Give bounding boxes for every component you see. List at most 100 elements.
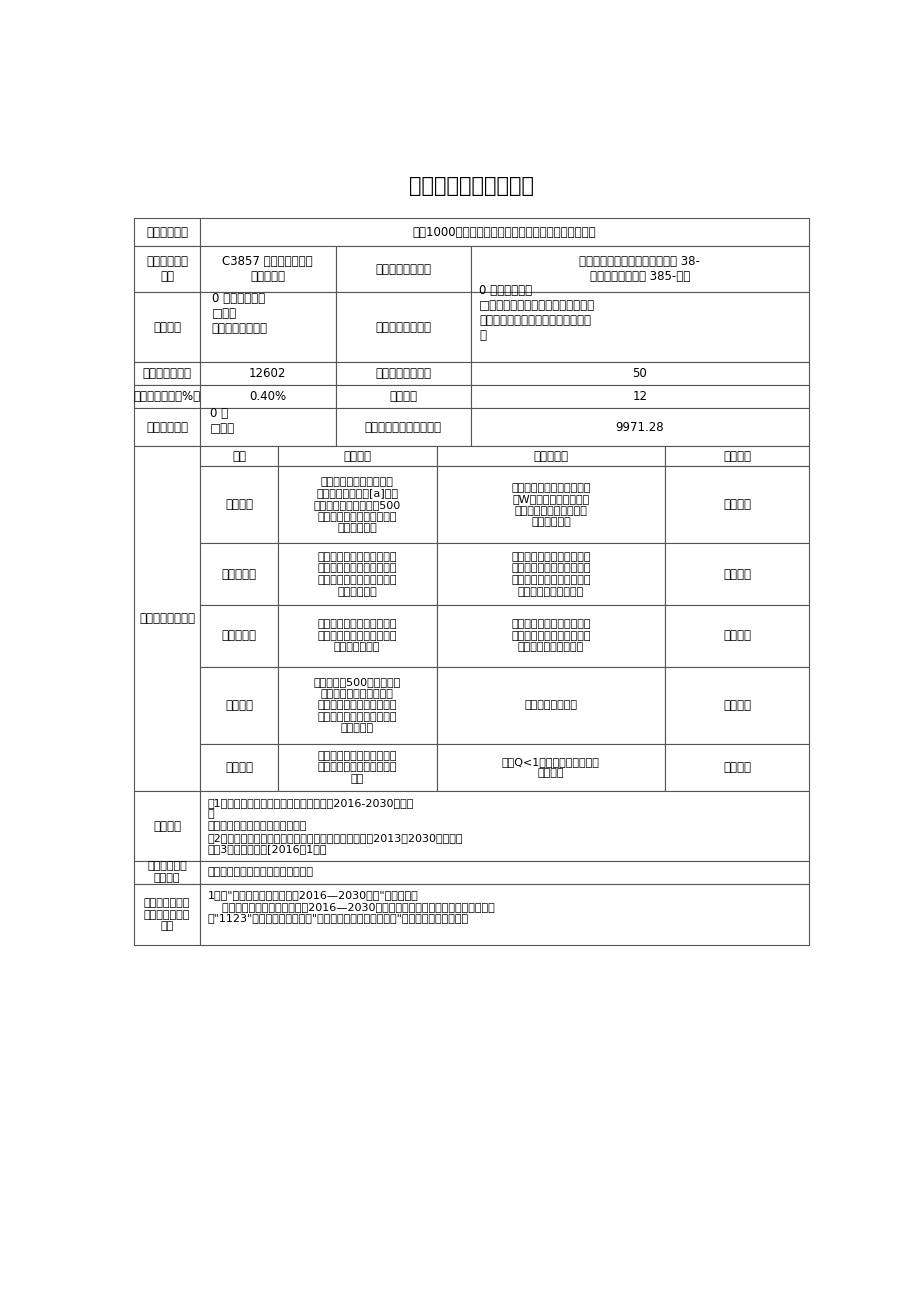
Text: 要素: 要素 [232, 450, 245, 463]
Text: 生态环境: 生态环境 [225, 699, 253, 712]
Bar [335, 385, 471, 409]
Text: 国民经济行业
类别: 国民经济行业 类别 [146, 255, 187, 284]
Text: 无需设置: 无需设置 [722, 699, 750, 712]
Bar [200, 666, 278, 744]
Text: 9971.28: 9971.28 [615, 420, 664, 433]
Text: 0 新建（迁建）
□改建
口扩建口技术改造: 0 新建（迁建） □改建 口扩建口技术改造 [211, 291, 267, 334]
Bar [278, 744, 437, 791]
Text: 建设性质: 建设性质 [153, 320, 181, 333]
Bar [200, 385, 335, 409]
Text: 三十五、电气机械和器材制造业 38-
家用电力器具制造 385-其他: 三十五、电气机械和器材制造业 38- 家用电力器具制造 385-其他 [579, 255, 699, 284]
Bar [200, 883, 808, 946]
Bar [134, 883, 200, 946]
Bar [200, 409, 335, 446]
Text: （1）相关规划：《永修县城市总体规划（2016-2030年）》
发
：永修县人民代表大会常务委员会
（2）审批机构：关于批准《永修县城市总体规划修编（2013－: （1）相关规划：《永修县城市总体规划（2016-2030年）》 发 ：永修县人民… [208, 798, 463, 855]
Bar [437, 744, 664, 791]
Bar [664, 605, 808, 666]
Text: 项目Q<1，详见项目环境风险
分析章节: 项目Q<1，详见项目环境风险 分析章节 [502, 757, 599, 778]
Text: 年产1000万套空调节能增湿装置及新能源空调配件项目: 年产1000万套空调节能增湿装置及新能源空调配件项目 [412, 226, 596, 239]
Bar [664, 446, 808, 467]
Text: 用地（用海）面积（亩）: 用地（用海）面积（亩） [365, 420, 441, 433]
Bar [200, 861, 808, 883]
Bar [200, 605, 278, 666]
Text: 50: 50 [631, 367, 646, 380]
Text: 无需设置: 无需设置 [722, 630, 750, 643]
Bar [134, 219, 200, 246]
Text: 施工工期: 施工工期 [389, 390, 417, 403]
Text: 一、建设项目基本情况: 一、建设项目基本情况 [409, 176, 533, 196]
Text: 建设项目名称: 建设项目名称 [146, 226, 187, 239]
Text: 取水口下游500米范围内有
重要水生生物的自然产卵
场、索饵场、越冬场和洄游
通道的新增河道取水的污染
类建设项目: 取水口下游500米范围内有 重要水生生物的自然产卵 场、索饵场、越冬场和洄游 通… [313, 677, 401, 734]
Text: 废水无工业废气外排，生活
污水近期进入马口产业园过
渡期污水处理站，远期进入
马口产业园污水处理厂: 废水无工业废气外排，生活 污水近期进入马口产业园过 渡期污水处理站，远期进入 马… [511, 552, 590, 597]
Text: 大气环境: 大气环境 [225, 498, 253, 511]
Bar [134, 246, 200, 293]
Bar [278, 446, 437, 467]
Text: 建设项目行业类别: 建设项目行业类别 [375, 263, 431, 276]
Bar [200, 467, 278, 544]
Bar [200, 744, 278, 791]
Bar [278, 544, 437, 605]
Bar [278, 605, 437, 666]
Bar [437, 666, 664, 744]
Bar [471, 385, 808, 409]
Bar [200, 544, 278, 605]
Bar [200, 791, 808, 861]
Text: 0 首次申报项目
□不予批准后再次申报项目口超五年
重新审核项目口重大变动重新报批项
目: 0 首次申报项目 □不予批准后再次申报项目口超五年 重新审核项目口重大变动重新报… [479, 284, 595, 342]
Bar [134, 791, 200, 861]
Bar [335, 409, 471, 446]
Bar [437, 544, 664, 605]
Text: 地表水环境: 地表水环境 [221, 567, 256, 580]
Bar [200, 446, 278, 467]
Text: 是否开工建设: 是否开工建设 [146, 420, 187, 433]
Text: 环境风险: 环境风险 [225, 761, 253, 774]
Bar [437, 467, 664, 544]
Text: 有毒有害和易燃易爆危险物
质存储量超过临界量的建设
项目: 有毒有害和易燃易爆危险物 质存储量超过临界量的建设 项目 [317, 751, 396, 785]
Text: 涉及集中式饮用水水源和热
水、矿泉水、温泉等特殊地
下水资源保护区: 涉及集中式饮用水水源和热 水、矿泉水、温泉等特殊地 下水资源保护区 [317, 619, 396, 652]
Text: 判定之过程: 判定之过程 [533, 450, 568, 463]
Text: 项目废气不涉及二噁英、苯
并W黄、氮化物、氯气及
《有毒有害大气污染物名
录》中污染物: 项目废气不涉及二噁英、苯 并W黄、氮化物、氯气及 《有毒有害大气污染物名 录》中… [511, 483, 590, 527]
Text: 永修县马口镇总体规划环境影响说明: 永修县马口镇总体规划环境影响说明 [208, 868, 313, 877]
Bar [437, 446, 664, 467]
Bar [200, 362, 335, 385]
Bar [437, 605, 664, 666]
Text: 建设项目申报情形: 建设项目申报情形 [375, 320, 431, 333]
Text: 专项评价设置情况: 专项评价设置情况 [139, 613, 195, 626]
Bar [278, 666, 437, 744]
Bar [134, 362, 200, 385]
Text: 判定结果: 判定结果 [722, 450, 750, 463]
Bar [200, 246, 335, 293]
Text: C3857 家用电力器具专
用配件制造: C3857 家用电力器具专 用配件制造 [222, 255, 312, 284]
Text: 无需设置: 无需设置 [722, 498, 750, 511]
Bar [134, 293, 200, 362]
Text: 1、与"永修县城市总体规划（2016—2030年）"相符性分析
    根据《永修县城市总体规划（2016—2030年）》县域产业布局规划：县域产业总构
成"1: 1、与"永修县城市总体规划（2016—2030年）"相符性分析 根据《永修县城市… [208, 890, 494, 924]
Text: 0.40%: 0.40% [249, 390, 286, 403]
Bar [134, 861, 200, 883]
Text: 环保投资占比（%）: 环保投资占比（%） [133, 390, 200, 403]
Bar [200, 219, 808, 246]
Text: 12: 12 [631, 390, 646, 403]
Text: 规划及规划环境
影响评价符合性
分析: 规划及规划环境 影响评价符合性 分析 [143, 898, 190, 932]
Text: 0 否
□是：: 0 否 □是： [210, 407, 234, 435]
Bar [335, 246, 471, 293]
Bar [471, 409, 808, 446]
Bar [471, 293, 808, 362]
Text: 总投资（万元）: 总投资（万元） [142, 367, 191, 380]
Bar [664, 744, 808, 791]
Text: 无需设置: 无需设置 [722, 761, 750, 774]
Bar [200, 293, 335, 362]
Bar [134, 409, 200, 446]
Text: 规划情况: 规划情况 [153, 820, 181, 833]
Text: 地下水环境: 地下水环境 [221, 630, 256, 643]
Bar [134, 385, 200, 409]
Text: 排放废气含有毒有害污染
物、二噁英、苯并[a]在、
制化物、氯气且厂界外500
米范围内有环境空气保护目
标的建设项目: 排放废气含有毒有害污染 物、二噁英、苯并[a]在、 制化物、氯气且厂界外500 … [313, 476, 401, 533]
Bar [335, 362, 471, 385]
Text: 新增工业废水直排建设项目
（槽罐车外运污水处理厂的
除外）；新增废水直排的污
水集中处理厂: 新增工业废水直排建设项目 （槽罐车外运污水处理厂的 除外）；新增废水直排的污 水… [317, 552, 396, 597]
Text: 项目不涉及集中式饮用水水
源和热水、矿泉水、温泉等
特殊地下水资源保护区: 项目不涉及集中式饮用水水 源和热水、矿泉水、温泉等 特殊地下水资源保护区 [511, 619, 590, 652]
Bar [471, 362, 808, 385]
Text: 项目不设置取水口: 项目不设置取水口 [524, 700, 577, 710]
Bar [278, 467, 437, 544]
Bar [664, 467, 808, 544]
Text: 环保投资（万元）: 环保投资（万元） [375, 367, 431, 380]
Bar [134, 446, 200, 791]
Bar [664, 666, 808, 744]
